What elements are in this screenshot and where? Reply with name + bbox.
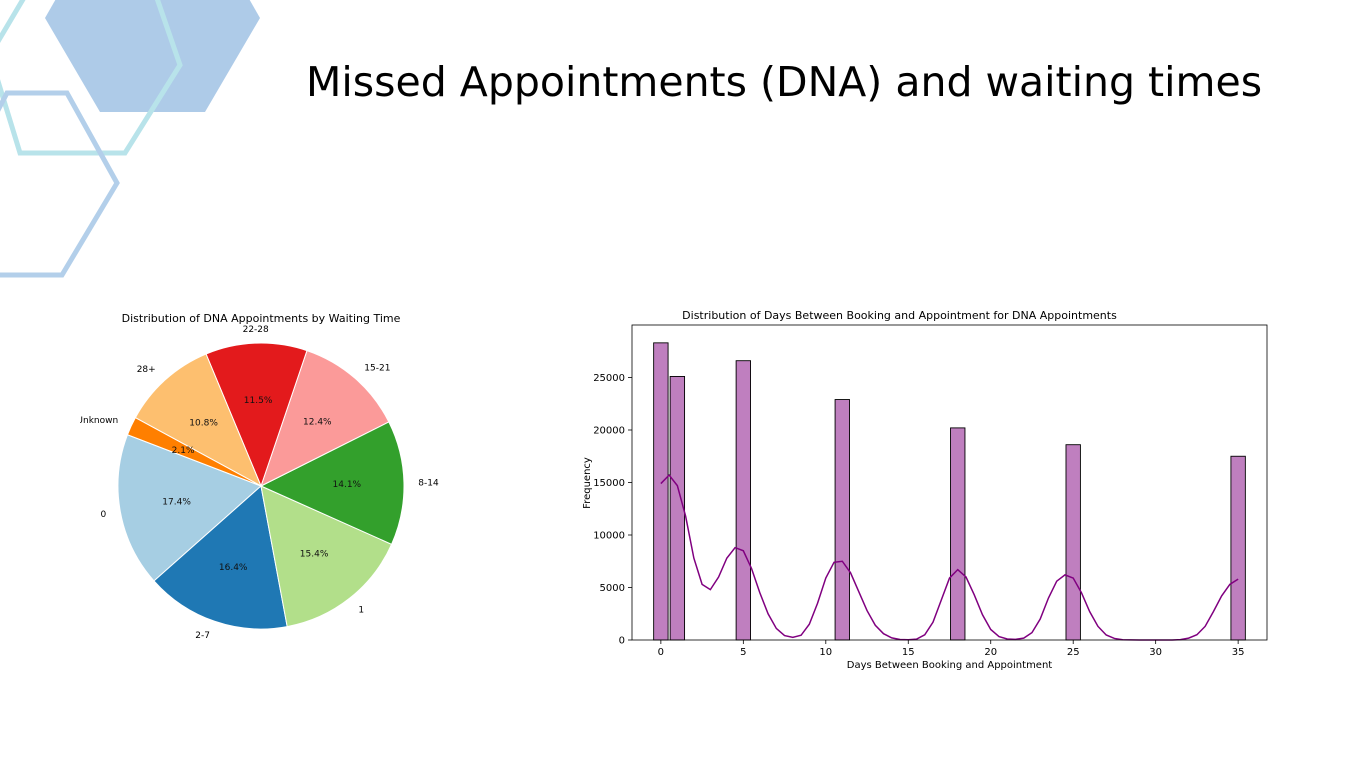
kde-curve: [660, 474, 1239, 641]
pie-slice-8-14: [259, 421, 405, 545]
y-axis-ticks: 0 5000 10000 15000 20000 25000: [593, 373, 632, 647]
histogram-chart: Distribution of Days Between Booking and…: [582, 309, 1268, 671]
pie-pct-label: 17.4%: [162, 497, 191, 507]
x-tick-label: 15: [902, 647, 915, 658]
pie-slice-15-21: [260, 349, 390, 487]
y-tick-label: 15000: [593, 478, 625, 489]
pie-slice-2-7: [153, 485, 288, 630]
pie-category-label: 15-21: [364, 363, 390, 373]
pie-category-label: 0: [100, 510, 106, 520]
pie-slice-0: [117, 434, 262, 582]
pie-slice-22-28: [205, 342, 308, 488]
y-tick-label: 0: [619, 636, 625, 647]
y-tick-label: 25000: [593, 373, 625, 384]
slide-title: Missed Appointments (DNA) and waiting ti…: [306, 58, 1263, 106]
histogram-bar: [834, 399, 850, 641]
histogram-title: Distribution of Days Between Booking and…: [682, 309, 1117, 322]
pie-pct-label: 16.4%: [219, 563, 248, 573]
x-tick-label: 10: [819, 647, 832, 658]
x-tick-label: 35: [1232, 647, 1245, 658]
pie-slice-unknown: [126, 416, 262, 487]
pie-category-label: 22-28: [243, 325, 269, 335]
pie-pct-label: 10.8%: [189, 418, 218, 428]
y-axis-label: Frequency: [582, 457, 593, 509]
x-axis-ticks: 0 5 10 15 20 25 30 35: [658, 640, 1245, 658]
x-tick-label: 20: [984, 647, 997, 658]
pie-labels: 17.4% 0 16.4% 2-7 15.4% 1 14.1% 8-14 12.4% 15-21 1…: [80, 325, 439, 641]
y-tick-label: 20000: [593, 426, 625, 437]
pie-category-label: Unknown: [80, 416, 118, 426]
pie-category-label: 1: [358, 606, 364, 616]
histogram-bar: [950, 427, 966, 641]
x-tick-label: 0: [658, 647, 664, 658]
histogram-bar: [653, 342, 669, 641]
pie-slices: [117, 342, 405, 630]
histogram-bar: [669, 375, 686, 641]
pie-chart-title: Distribution of DNA Appointments by Wait…: [122, 312, 401, 325]
y-tick-label: 5000: [600, 583, 625, 594]
pie-slice-28: [134, 353, 263, 488]
pie-slice-1: [260, 485, 393, 628]
histogram-bar: [1230, 455, 1246, 641]
pie-category-label: 8-14: [418, 478, 439, 488]
plot-frame: [631, 324, 1268, 641]
decorative-hexagons: [0, 0, 260, 278]
x-axis-label: Days Between Booking and Appointment: [847, 660, 1053, 671]
pie-pct-label: 2.1%: [172, 446, 195, 456]
outlined-hexagon-blue: [0, 90, 120, 278]
histogram-bar: [735, 360, 751, 641]
pie-pct-label: 11.5%: [244, 396, 273, 406]
outlined-hexagon-cyan: [0, 0, 183, 156]
pie-chart: Distribution of DNA Appointments by Wait…: [80, 312, 439, 641]
histogram-bars: [653, 342, 1246, 641]
x-tick-label: 25: [1067, 647, 1080, 658]
x-tick-label: 30: [1149, 647, 1162, 658]
pie-pct-label: 14.1%: [333, 480, 362, 490]
histogram-bar: [1065, 444, 1081, 641]
x-tick-label: 5: [740, 647, 746, 658]
filled-hexagon: [45, 0, 260, 112]
pie-pct-label: 12.4%: [303, 417, 332, 427]
pie-pct-label: 15.4%: [300, 549, 329, 559]
y-tick-label: 10000: [593, 531, 625, 542]
pie-category-label: 2-7: [195, 631, 210, 641]
pie-category-label: 28+: [137, 365, 156, 375]
